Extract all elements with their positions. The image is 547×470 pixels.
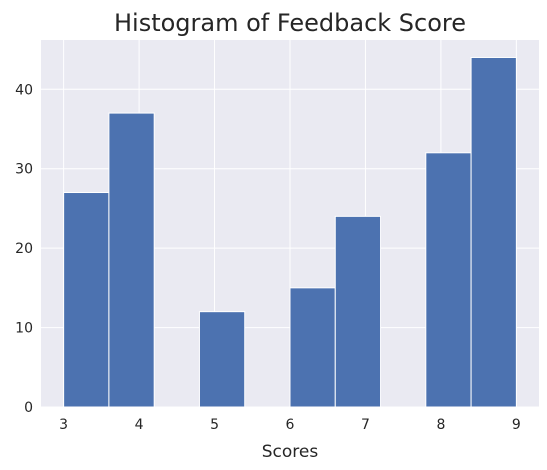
y-tick-labels: 0 10 20 30 40 <box>15 82 33 416</box>
y-tick-label-0: 0 <box>24 400 33 416</box>
y-tick-label-1: 10 <box>15 321 33 337</box>
x-tick-label-3: 6 <box>286 417 295 433</box>
x-tick-label-2: 5 <box>210 417 219 433</box>
plot-area-group: 0 10 20 30 40 3 4 5 6 7 8 9 <box>15 40 539 433</box>
histogram-bar-9 <box>470 56 517 408</box>
histogram-bar-6 <box>334 215 382 408</box>
histogram-bar-3 <box>198 311 246 408</box>
x-tick-label-5: 8 <box>436 417 445 433</box>
y-tick-label-2: 20 <box>15 241 33 257</box>
x-tick-label-1: 4 <box>135 417 144 433</box>
histogram-bar-5 <box>289 287 336 408</box>
histogram-bar-0 <box>63 192 110 408</box>
histogram-bar-8 <box>425 152 472 408</box>
x-tick-label-0: 3 <box>59 417 68 433</box>
x-axis-label: Scores <box>262 442 319 462</box>
y-tick-label-3: 30 <box>15 162 33 178</box>
chart-title: Histogram of Feedback Score <box>114 9 466 37</box>
histogram-bar-1 <box>108 112 155 408</box>
x-tick-label-4: 7 <box>361 417 370 433</box>
y-tick-label-4: 40 <box>15 82 33 98</box>
x-tick-labels: 3 4 5 6 7 8 9 <box>59 417 521 433</box>
x-tick-label-6: 9 <box>512 417 521 433</box>
histogram-bars <box>63 56 517 408</box>
